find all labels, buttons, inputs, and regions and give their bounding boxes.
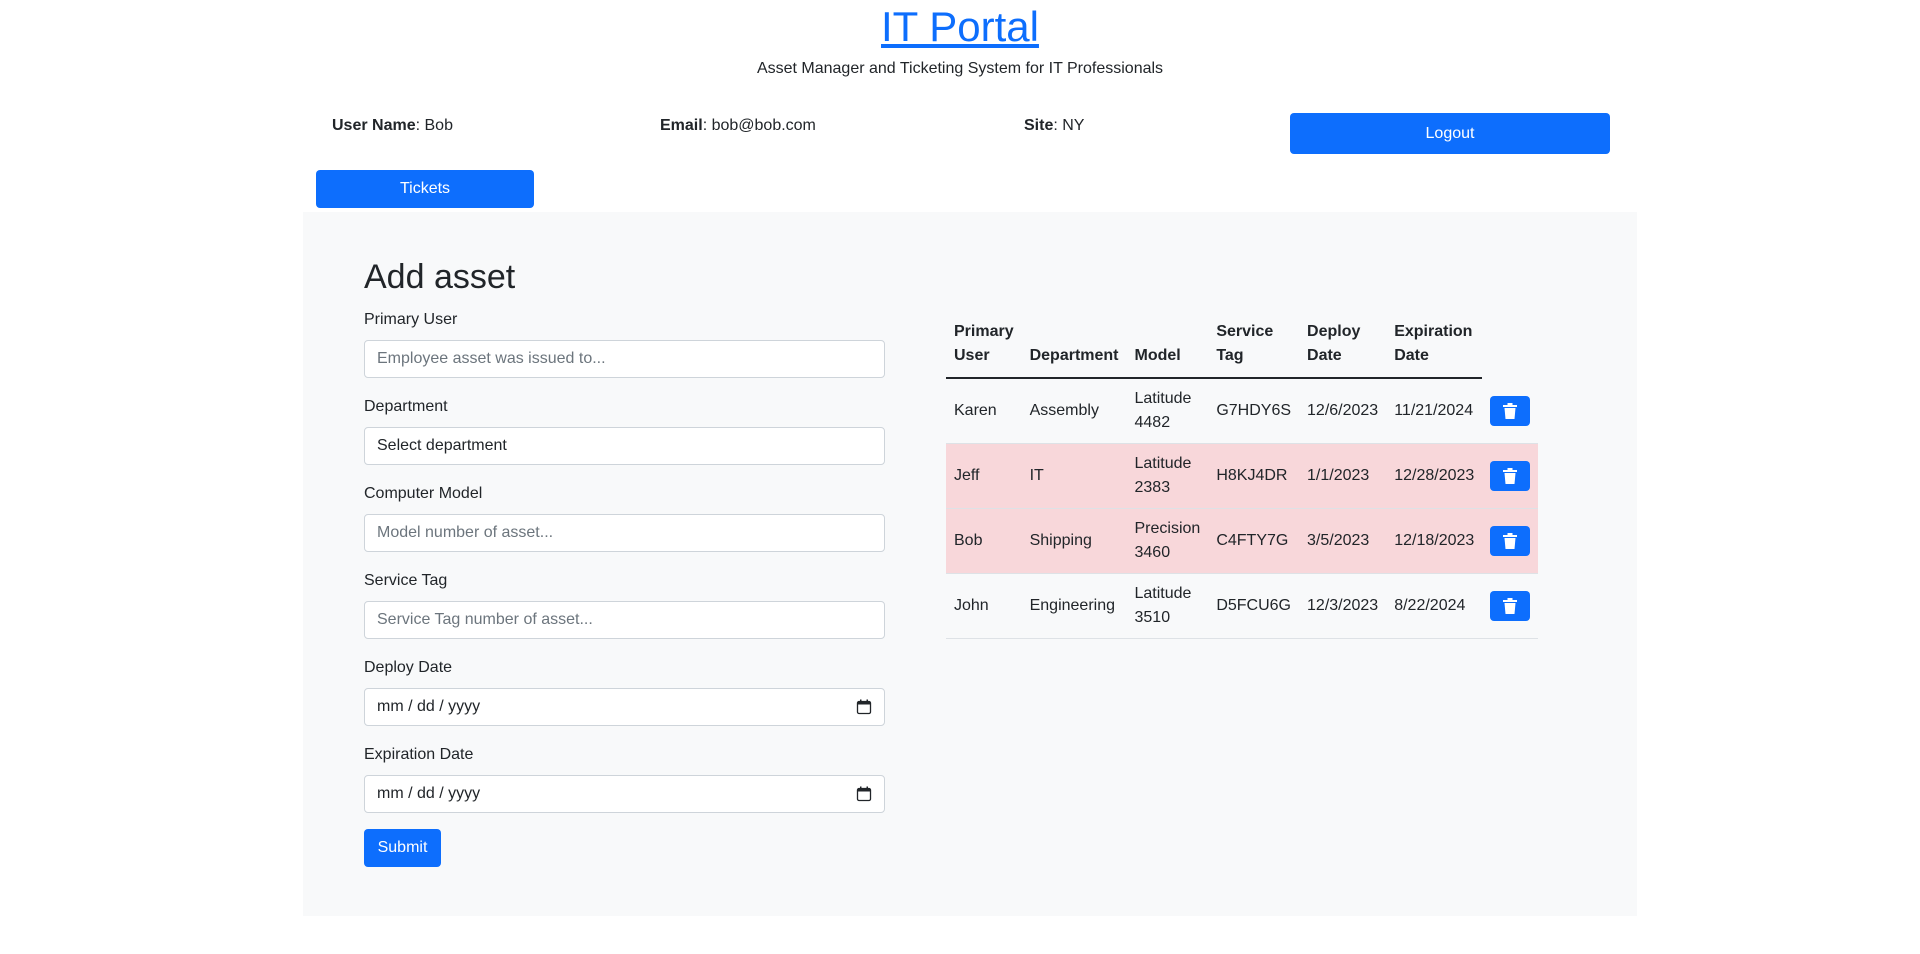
trash-icon — [1503, 533, 1518, 549]
delete-asset-button[interactable] — [1490, 591, 1531, 621]
delete-asset-button[interactable] — [1490, 461, 1531, 491]
submit-button[interactable]: Submit — [364, 829, 441, 867]
cell-service-tag: G7HDY6S — [1208, 378, 1300, 444]
table-row: John Engineering Latitude 3510 D5FCU6G 12… — [946, 573, 1539, 639]
cell-deploy-date: 12/3/2023 — [1299, 573, 1387, 639]
page-subtitle: Asset Manager and Ticketing System for I… — [756, 60, 1164, 77]
cell-department: Shipping — [1021, 508, 1127, 574]
email-value: : bob@bob.com — [702, 117, 816, 134]
username-info: User Name: Bob — [332, 117, 453, 135]
service-tag-input[interactable]: Service Tag number of asset... — [364, 601, 885, 639]
page-title[interactable]: IT Portal — [881, 3, 1039, 50]
expiration-date-value: mm / dd / yyyy — [377, 785, 481, 802]
trash-icon — [1503, 402, 1518, 419]
cell-actions — [1482, 508, 1539, 574]
deploy-date-label: Deploy Date — [364, 659, 453, 676]
primary-user-label: Primary User — [364, 311, 458, 328]
cell-actions — [1482, 378, 1539, 444]
table-header-row: Primary User Department Model Service Tag … — [946, 316, 1538, 379]
cell-expiration-date: 12/18/2023 — [1386, 508, 1483, 574]
col-header-model: Model — [1126, 316, 1209, 379]
cell-service-tag: H8KJ4DR — [1208, 443, 1300, 509]
cell-model: Precision 3460 — [1126, 508, 1209, 574]
cell-department: Engineering — [1021, 573, 1127, 639]
cell-department: Assembly — [1021, 378, 1127, 444]
cell-user: Jeff — [946, 443, 1022, 509]
form-title: Add asset — [364, 258, 516, 296]
cell-user: Karen — [946, 378, 1022, 444]
username-label: User Name — [332, 117, 416, 134]
trash-icon — [1503, 598, 1518, 614]
cell-deploy-date: 3/5/2023 — [1299, 508, 1387, 574]
expiration-date-label: Expiration Date — [364, 746, 474, 763]
cell-deploy-date: 12/6/2023 — [1299, 378, 1387, 444]
department-label: Department — [364, 398, 448, 415]
delete-asset-button[interactable] — [1490, 526, 1531, 556]
site-value: : NY — [1053, 117, 1085, 134]
page-header: IT Portal Asset Manager and Ticketing Sy… — [0, 0, 1920, 78]
col-header-department: Department — [1021, 316, 1127, 379]
cell-expiration-date: 8/22/2024 — [1386, 573, 1483, 639]
cell-model: Latitude 3510 — [1126, 573, 1209, 639]
cell-actions — [1482, 573, 1539, 639]
model-placeholder: Model number of asset... — [377, 524, 554, 541]
department-value: Select department — [377, 437, 507, 454]
service-tag-label: Service Tag — [364, 572, 448, 589]
trash-icon — [1503, 468, 1518, 484]
deploy-date-value: mm / dd / yyyy — [377, 698, 481, 715]
cell-user: Bob — [946, 508, 1022, 574]
cell-user: John — [946, 573, 1022, 639]
table-row: Jeff IT Latitude 2383 H8KJ4DR 1/1/2023 12… — [946, 443, 1539, 509]
cell-expiration-date: 11/21/2024 — [1386, 378, 1483, 444]
col-header-deploy-date: Deploy Date — [1299, 316, 1387, 379]
expiration-date-input[interactable]: mm / dd / yyyy — [364, 775, 885, 813]
cell-department: IT — [1021, 443, 1127, 509]
model-input[interactable]: Model number of asset... — [364, 514, 885, 552]
cell-service-tag: C4FTY7G — [1208, 508, 1300, 574]
cell-service-tag: D5FCU6G — [1208, 573, 1300, 639]
logout-button[interactable]: Logout — [1290, 113, 1610, 154]
cell-model: Latitude 2383 — [1126, 443, 1209, 509]
cell-model: Latitude 4482 — [1126, 378, 1209, 444]
col-header-service-tag: Service Tag — [1208, 316, 1300, 379]
deploy-date-input[interactable]: mm / dd / yyyy — [364, 688, 885, 726]
calendar-icon[interactable] — [856, 699, 872, 715]
department-select[interactable]: Select department — [364, 427, 885, 465]
col-header-primary-user: Primary User — [946, 316, 1022, 379]
primary-user-input[interactable]: Employee asset was issued to... — [364, 340, 885, 378]
tickets-button[interactable]: Tickets — [316, 170, 534, 208]
service-tag-placeholder: Service Tag number of asset... — [377, 611, 593, 628]
col-header-expiration-date: Expiration Date — [1386, 316, 1483, 379]
cell-expiration-date: 12/28/2023 — [1386, 443, 1483, 509]
primary-user-placeholder: Employee asset was issued to... — [377, 350, 606, 367]
table-row: Bob Shipping Precision 3460 C4FTY7G 3/5/2… — [946, 508, 1539, 574]
site-info: Site: NY — [1024, 117, 1084, 135]
email-info: Email: bob@bob.com — [660, 117, 816, 135]
cell-actions — [1482, 443, 1539, 509]
username-value: : Bob — [415, 117, 453, 134]
cell-deploy-date: 1/1/2023 — [1299, 443, 1387, 509]
model-label: Computer Model — [364, 485, 483, 502]
assets-table: Primary User Department Model Service Tag … — [946, 316, 1539, 639]
email-label: Email — [660, 117, 703, 134]
calendar-icon[interactable] — [856, 786, 872, 802]
table-row: Karen Assembly Latitude 4482 G7HDY6S 12/6… — [946, 378, 1539, 444]
delete-asset-button[interactable] — [1490, 395, 1531, 426]
site-label: Site — [1024, 117, 1054, 134]
col-header-actions — [1482, 316, 1538, 378]
